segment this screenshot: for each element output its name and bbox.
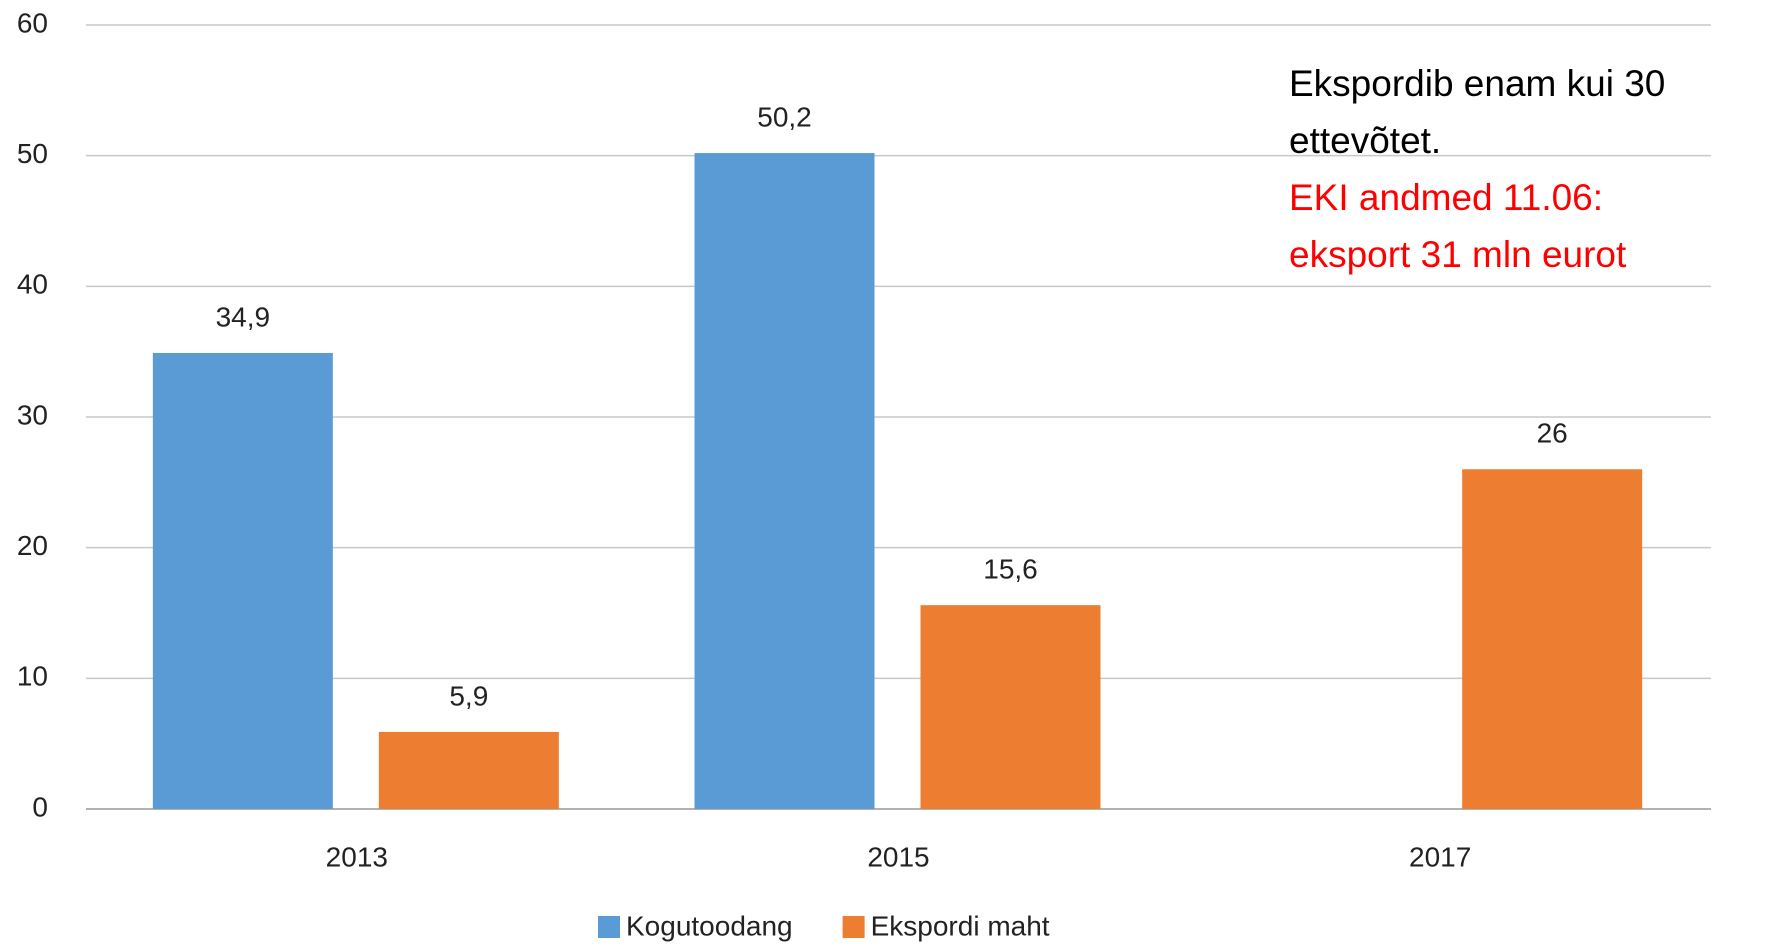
- legend-swatch: [598, 916, 620, 938]
- legend-label: Kogutoodang: [626, 910, 793, 941]
- data-label: 26: [1537, 418, 1568, 449]
- y-tick-label: 0: [32, 791, 48, 822]
- legend-swatch: [842, 916, 865, 938]
- bar: [1462, 469, 1643, 809]
- x-tick-label: 2013: [326, 841, 388, 872]
- annotation: eksport 31 mln eurot: [1289, 234, 1627, 275]
- y-tick-label: 30: [17, 399, 48, 430]
- data-label: 15,6: [983, 554, 1038, 585]
- bar: [378, 731, 559, 809]
- y-tick-label: 50: [17, 138, 48, 169]
- y-tick-label: 20: [17, 530, 48, 561]
- annotation: Ekspordib enam kui 30: [1289, 63, 1665, 104]
- y-tick-label: 40: [17, 269, 48, 300]
- bar: [920, 605, 1101, 809]
- annotation: EKI andmed 11.06:: [1289, 177, 1603, 218]
- y-tick-label: 10: [17, 661, 48, 692]
- y-tick-label: 60: [17, 7, 48, 38]
- x-tick-label: 2015: [867, 841, 929, 872]
- data-label: 5,9: [449, 680, 488, 711]
- data-label: 50,2: [757, 101, 812, 132]
- annotation: ettevõtet.: [1289, 120, 1441, 161]
- legend-label: Ekspordi maht: [871, 910, 1050, 941]
- bar: [152, 352, 333, 809]
- x-tick-label: 2017: [1409, 841, 1471, 872]
- bar: [694, 153, 875, 809]
- data-label: 34,9: [216, 301, 271, 332]
